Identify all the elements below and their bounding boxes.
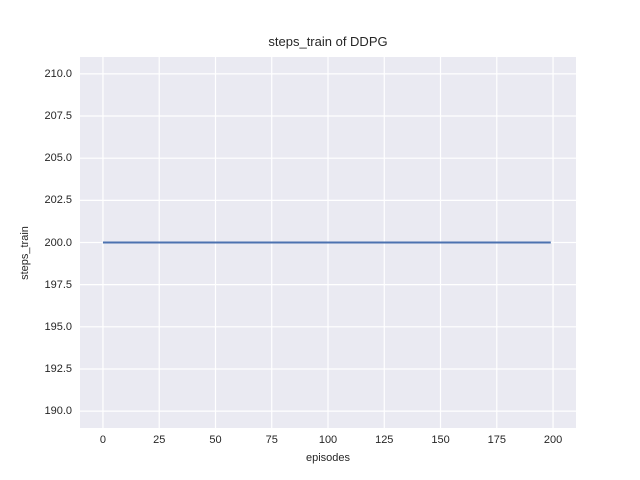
y-tick-label: 190.0 [44,405,72,418]
plot-area [80,57,576,428]
x-axis-label: episodes [305,452,351,464]
chart-canvas [80,57,576,428]
y-tick-label: 200.0 [44,236,72,249]
x-tick-label: 175 [487,434,506,446]
y-axis-label: steps_train [19,226,31,280]
x-tick-label: 0 [99,434,107,446]
x-tick-label: 200 [543,434,563,446]
x-tick-label: 25 [153,434,166,446]
x-tick-label: 150 [431,434,450,446]
x-tick-label: 50 [209,434,222,446]
y-tick-label: 202.5 [44,194,72,207]
x-tick-label: 125 [375,434,394,446]
x-tick-label: 75 [265,434,278,446]
y-tick-label: 205.0 [44,152,72,165]
chart-title: steps_train of DDPG [268,34,388,49]
x-tick-label: 100 [318,434,338,446]
y-tick-label: 195.0 [44,320,72,333]
y-tick-label: 192.5 [44,362,72,375]
y-tick-label: 197.5 [44,278,72,291]
y-tick-label: 207.5 [44,110,72,123]
y-tick-label: 210.0 [44,67,72,80]
